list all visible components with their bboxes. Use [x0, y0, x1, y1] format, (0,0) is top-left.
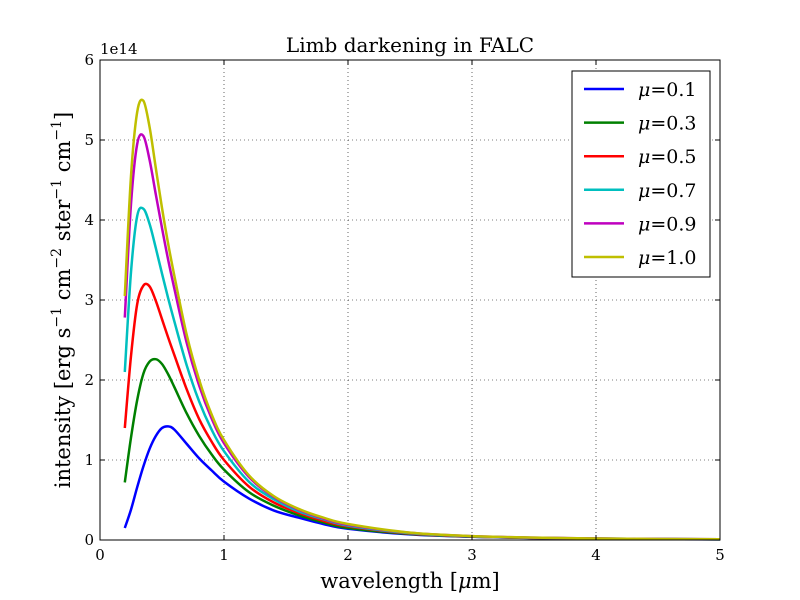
axis-ticks: 0 1 2 3 4 5 0 1 2 3 4 5 6 — [84, 51, 724, 564]
y-tick-label: 4 — [84, 211, 94, 229]
y-tick-label: 1 — [84, 451, 94, 469]
legend-entry: μ=0.3 — [638, 113, 697, 135]
y-tick-label: 3 — [84, 291, 94, 309]
y-label-main: intensity [erg s — [51, 328, 75, 489]
legend-entry-mu: μ — [638, 180, 650, 202]
y-label-mid-1: cm — [51, 269, 75, 307]
y-tick-label: 5 — [84, 131, 94, 149]
legend-entry-mu: μ — [638, 79, 650, 101]
y-label-sup-3: −1 — [49, 179, 65, 200]
x-axis-label: wavelength [μm] — [320, 569, 500, 593]
legend-entry-mu: μ — [638, 113, 650, 135]
x-tick-label: 4 — [591, 546, 601, 564]
legend-box — [571, 70, 711, 278]
y-label-mid-2: ster — [51, 199, 75, 248]
x-tick-label: 1 — [219, 546, 229, 564]
x-tick-label: 5 — [715, 546, 725, 564]
legend-entry-mu: μ — [638, 213, 650, 235]
legend-entry: μ=1.0 — [638, 247, 697, 269]
legend-entry: μ=0.7 — [638, 180, 697, 202]
y-multiplier: 1e14 — [100, 40, 138, 58]
x-tick-label: 0 — [95, 546, 105, 564]
legend-entry-value: =0.7 — [650, 180, 696, 202]
y-label-sup-4: −1 — [49, 120, 65, 141]
y-axis-label: intensity [erg s−1 cm−2 ster−1 cm−1] — [49, 112, 75, 489]
legend-entry-value: =0.5 — [650, 146, 696, 168]
x-tick-label: 3 — [467, 546, 477, 564]
legend-entry-mu: μ — [638, 247, 650, 269]
legend-entry-value: =0.9 — [650, 213, 696, 235]
series-lines — [123, 98, 721, 541]
x-tick-label: 2 — [343, 546, 353, 564]
y-tick-label: 6 — [84, 51, 94, 69]
x-axis-label-mu: μ — [458, 569, 472, 593]
legend-entry: μ=0.1 — [638, 79, 697, 101]
legend: μ=0.1μ=0.3μ=0.5μ=0.7μ=0.9μ=1.0 — [571, 70, 711, 278]
x-axis-label-suffix: m] — [472, 569, 500, 593]
legend-entry-value: =0.1 — [650, 79, 696, 101]
y-label-sup-2: −2 — [49, 248, 65, 269]
y-label-end: ] — [51, 112, 75, 120]
legend-entry: μ=0.9 — [638, 213, 697, 235]
legend-entry-mu: μ — [638, 146, 650, 168]
chart-title: Limb darkening in FALC — [286, 33, 534, 57]
y-label-sup-1: −1 — [49, 307, 65, 328]
legend-entry: μ=0.5 — [638, 146, 697, 168]
legend-entry-value: =1.0 — [650, 247, 696, 269]
y-tick-label: 2 — [84, 371, 94, 389]
x-axis-label-prefix: wavelength [ — [320, 569, 458, 593]
y-label-mid-3: cm — [51, 141, 75, 179]
legend-entry-value: =0.3 — [650, 113, 696, 135]
y-tick-label: 0 — [84, 531, 94, 549]
